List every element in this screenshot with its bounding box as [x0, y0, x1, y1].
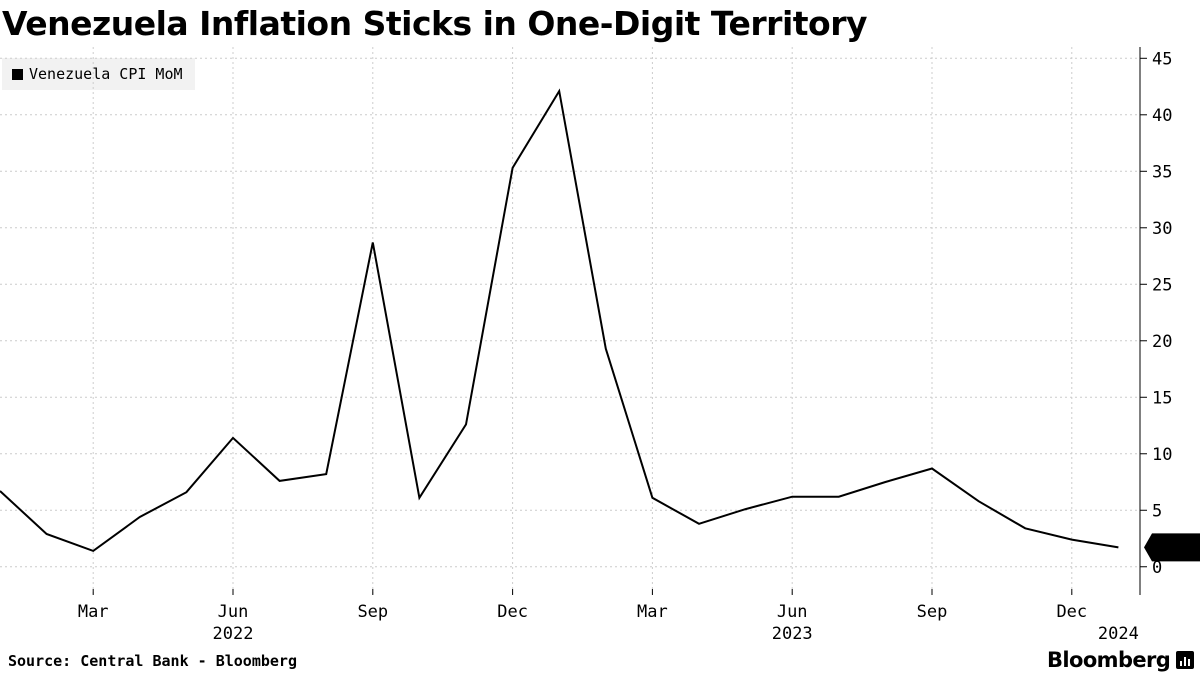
y-tick-label: 5	[1152, 501, 1162, 521]
legend-swatch	[12, 68, 23, 80]
x-tick-label: Jun	[218, 602, 249, 622]
bloomberg-terminal-icon	[1176, 651, 1195, 669]
x-tick-label: Sep	[357, 602, 388, 622]
value-label-layer: 1.71	[1144, 533, 1200, 562]
legend-label: Venezuela CPI MoM	[29, 65, 183, 83]
y-tick-label: 40	[1152, 106, 1172, 126]
source-note: Source: Central Bank - Bloomberg	[8, 652, 297, 670]
series-layer	[0, 88, 1119, 553]
x-tick-label: Dec	[497, 602, 528, 622]
last-value-tag	[1144, 533, 1200, 562]
y-axis: 0 5 10 15 20 25 30 35 40 45	[1139, 47, 1172, 595]
y-tick-label: 35	[1152, 162, 1172, 182]
legend: Venezuela CPI MoM	[2, 58, 195, 90]
x-tick-label: Sep	[917, 602, 948, 622]
brand-logo: Bloomberg	[1047, 648, 1195, 672]
y-tick-label: 45	[1152, 49, 1172, 69]
line-chart: 0 5 10 15 20 25 30 35 40 45 Mar Jun Sep Dec Mar Jun Sep…	[0, 47, 1200, 640]
x-year-label: 2024	[1098, 624, 1139, 640]
x-tick-label: Mar	[637, 602, 668, 622]
y-tick-label: 25	[1152, 275, 1172, 295]
y-tick-label: 30	[1152, 219, 1172, 239]
y-tick-label: 20	[1152, 332, 1172, 352]
y-tick-label: 10	[1152, 445, 1172, 465]
y-tick-label: 0	[1152, 558, 1162, 578]
x-tick-label: Jun	[777, 602, 808, 622]
last-value-label: 1.71	[1153, 538, 1194, 558]
x-year-label: 2022	[213, 624, 254, 640]
chart-title: Venezuela Inflation Sticks in One-Digit …	[2, 4, 868, 43]
x-tick-label: Dec	[1056, 602, 1087, 622]
x-axis: Mar Jun Sep Dec Mar Jun Sep Dec 2022 2023 2024	[78, 589, 1139, 640]
grid-lines	[0, 47, 1140, 595]
series-line-venezuela-cpi-mom	[0, 88, 1119, 553]
y-tick-label: 15	[1152, 388, 1172, 408]
x-year-label: 2023	[772, 624, 813, 640]
brand-name: Bloomberg	[1047, 648, 1171, 672]
x-tick-label: Mar	[78, 602, 109, 622]
